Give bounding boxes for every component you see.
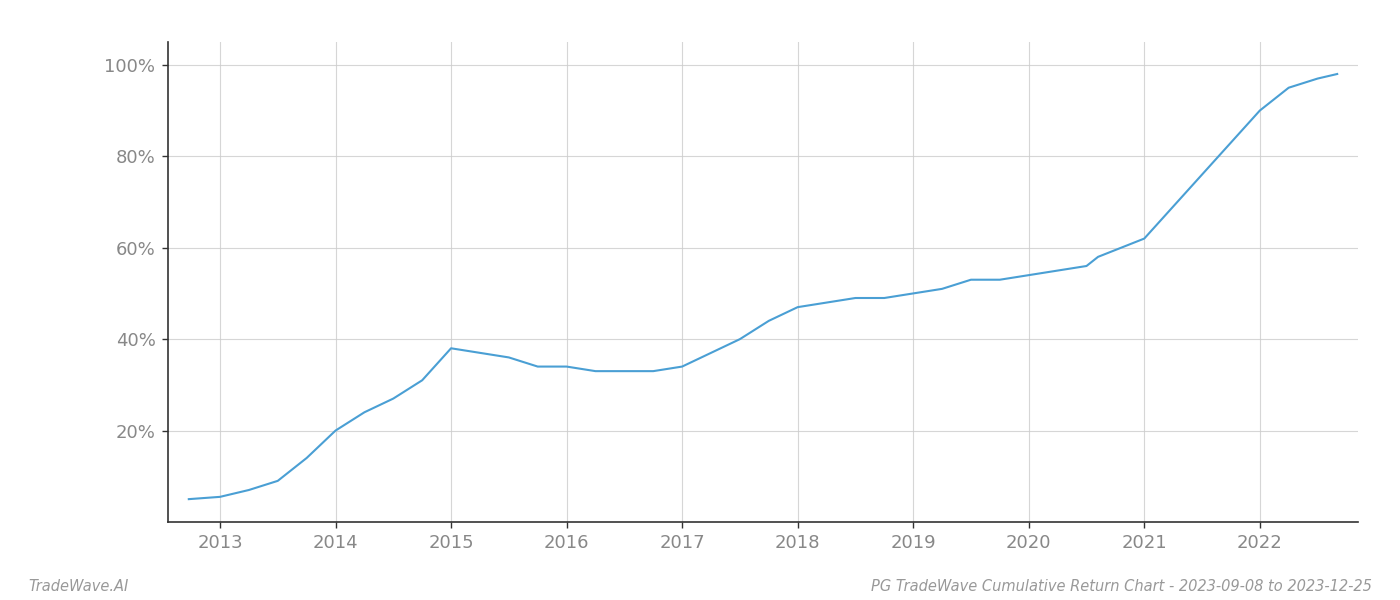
Text: TradeWave.AI: TradeWave.AI — [28, 579, 129, 594]
Text: PG TradeWave Cumulative Return Chart - 2023-09-08 to 2023-12-25: PG TradeWave Cumulative Return Chart - 2… — [871, 579, 1372, 594]
